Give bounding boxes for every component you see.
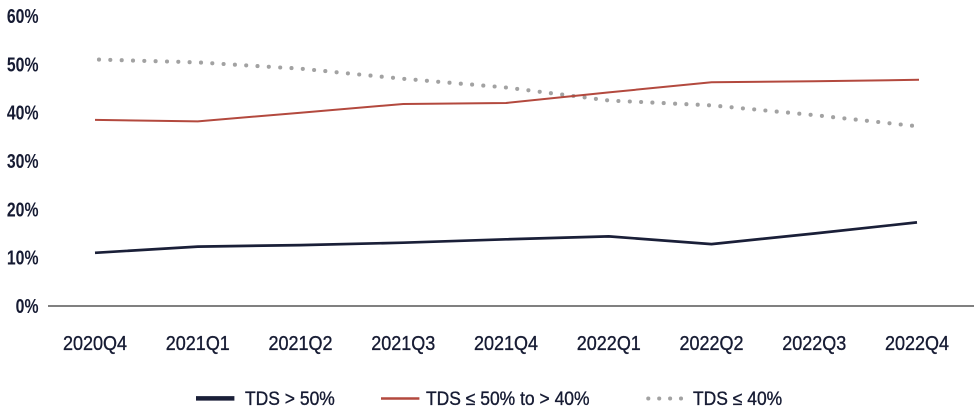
svg-text:30%: 30% [7, 150, 39, 172]
svg-text:10%: 10% [7, 247, 39, 269]
svg-text:2020Q4: 2020Q4 [63, 333, 127, 355]
svg-text:TDS ≤ 50% to > 40%: TDS ≤ 50% to > 40% [426, 387, 590, 409]
svg-text:2022Q2: 2022Q2 [679, 333, 743, 355]
svg-text:60%: 60% [7, 5, 39, 27]
svg-text:2022Q1: 2022Q1 [577, 333, 641, 355]
svg-text:TDS ≤ 40%: TDS ≤ 40% [693, 387, 782, 409]
svg-text:2022Q4: 2022Q4 [885, 333, 949, 355]
svg-text:2021Q2: 2021Q2 [268, 333, 332, 355]
svg-text:50%: 50% [7, 54, 39, 76]
svg-text:2021Q1: 2021Q1 [166, 333, 230, 355]
svg-text:2022Q3: 2022Q3 [782, 333, 846, 355]
svg-text:2021Q3: 2021Q3 [371, 333, 435, 355]
svg-text:TDS > 50%: TDS > 50% [245, 387, 335, 409]
svg-text:20%: 20% [7, 199, 39, 221]
svg-text:0%: 0% [16, 295, 39, 317]
svg-text:40%: 40% [7, 102, 39, 124]
svg-text:2021Q4: 2021Q4 [474, 333, 538, 355]
